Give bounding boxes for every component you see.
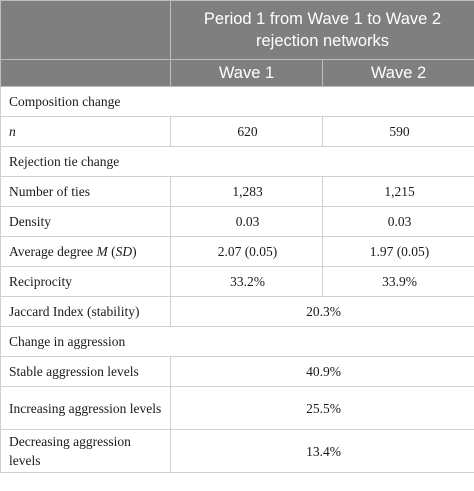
network-change-table: Period 1 from Wave 1 to Wave 2 rejection…	[0, 0, 474, 473]
table-row-ties: Number of ties 1,283 1,215	[0, 176, 474, 207]
table-header: Period 1 from Wave 1 to Wave 2 rejection…	[0, 0, 474, 87]
section-row-rejection: Rejection tie change	[0, 146, 474, 177]
section-label: Composition change	[0, 86, 474, 117]
table-row-density: Density 0.03 0.03	[0, 206, 474, 237]
table-row-stable: Stable aggression levels 40.9%	[0, 356, 474, 387]
header-wave-2: Wave 2	[321, 59, 474, 87]
header-empty-cell	[0, 0, 171, 60]
merged-value: 20.3%	[169, 296, 474, 327]
table-row-jaccard: Jaccard Index (stability) 20.3%	[0, 296, 474, 327]
label-text: Average degree	[9, 243, 97, 259]
table-row-decreasing: Decreasing aggression levels 13.4%	[0, 429, 474, 473]
section-label: Change in aggression	[0, 326, 474, 357]
section-row-aggression: Change in aggression	[0, 326, 474, 357]
wave-2-value: 590	[321, 116, 474, 147]
wave-1-value: 620	[170, 116, 323, 147]
wave-1-value: 1,283	[170, 176, 323, 207]
header-empty-cell	[0, 59, 171, 87]
row-label: Increasing aggression levels	[0, 386, 171, 430]
wave-2-value: 1,215	[321, 176, 474, 207]
wave-2-value: 33.9%	[321, 266, 474, 297]
label-mean-symbol: M	[96, 243, 108, 259]
wave-1-value: 33.2%	[170, 266, 323, 297]
wave-2-value: 0.03	[321, 206, 474, 237]
section-label: Rejection tie change	[0, 146, 474, 177]
merged-value: 40.9%	[169, 356, 474, 387]
section-row-composition: Composition change	[0, 86, 474, 117]
row-label: Decreasing aggression levels	[0, 429, 171, 473]
row-label: Density	[0, 206, 171, 237]
wave-1-value: 0.03	[170, 206, 323, 237]
table-row-reciprocity: Reciprocity 33.2% 33.9%	[0, 266, 474, 297]
table-body: Composition change n 620 590 Rejection t…	[0, 86, 474, 473]
merged-value: 25.5%	[169, 386, 474, 430]
header-title: Period 1 from Wave 1 to Wave 2 rejection…	[169, 0, 474, 60]
header-wave-1: Wave 1	[170, 59, 323, 87]
wave-2-value: 1.97 (0.05)	[321, 236, 474, 267]
merged-value: 13.4%	[169, 429, 474, 473]
table-row-n: n 620 590	[0, 116, 474, 147]
table-row-increasing: Increasing aggression levels 25.5%	[0, 386, 474, 430]
row-label: Jaccard Index (stability)	[0, 296, 171, 327]
row-label: Stable aggression levels	[0, 356, 171, 387]
wave-1-value: 2.07 (0.05)	[170, 236, 323, 267]
row-label: Average degree M (SD)	[0, 236, 171, 267]
row-label: Reciprocity	[0, 266, 171, 297]
label-text: (	[107, 243, 116, 259]
table-row-average-degree: Average degree M (SD) 2.07 (0.05) 1.97 (…	[0, 236, 474, 267]
row-label: Number of ties	[0, 176, 171, 207]
label-text: )	[132, 243, 137, 259]
row-label: n	[0, 116, 171, 147]
label-sd-symbol: SD	[115, 243, 133, 259]
